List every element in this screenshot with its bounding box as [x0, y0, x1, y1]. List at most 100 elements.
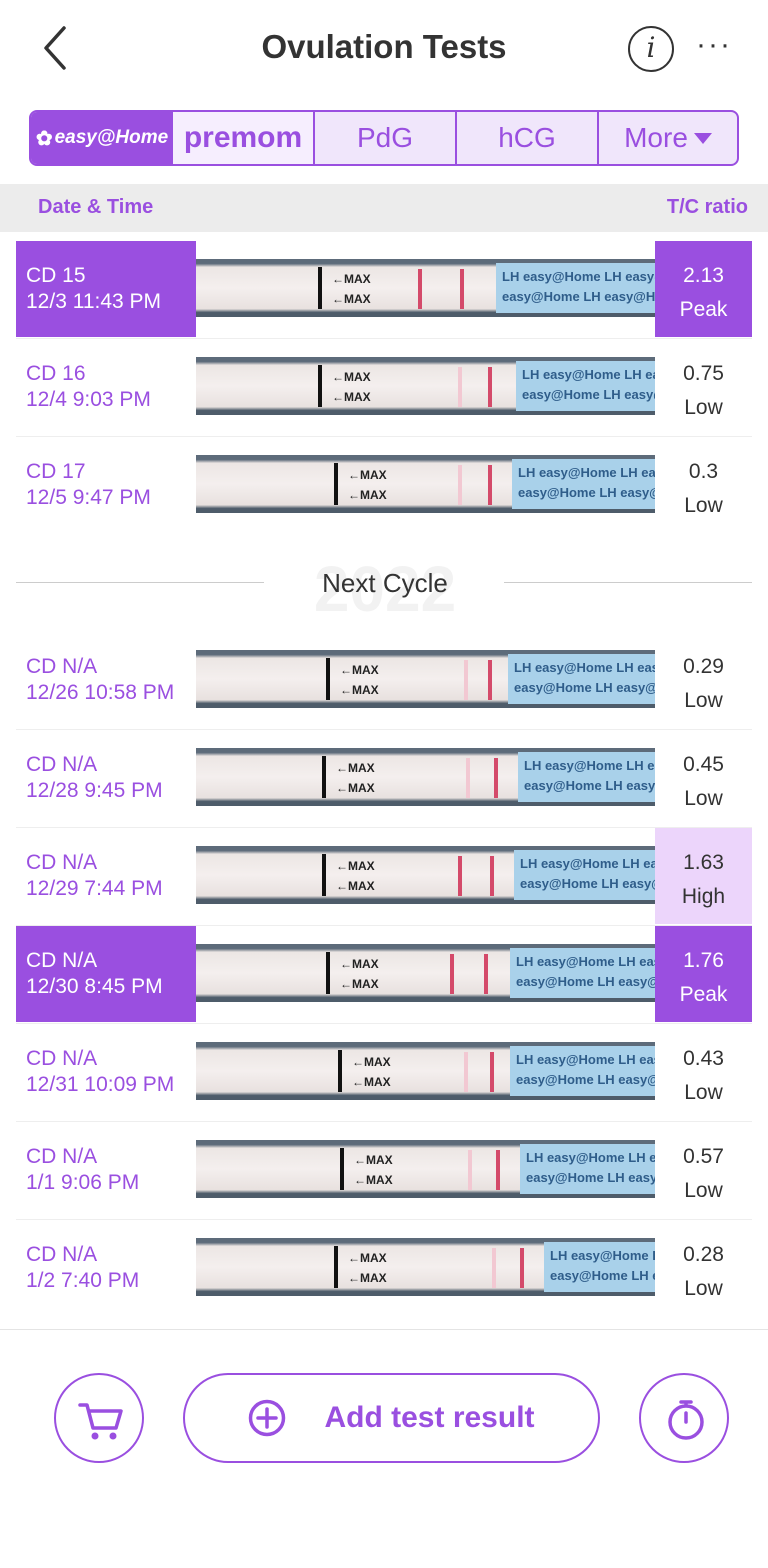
info-button[interactable]: i [628, 26, 674, 72]
add-test-result-button[interactable]: Add test result [183, 1373, 600, 1463]
ratio-cell: 0.29 Low [655, 632, 752, 728]
test-row[interactable]: CD N/A 1/1 9:06 PM ←MAX ←MAX LH easy@Home… [16, 1122, 752, 1220]
date-cell: CD 17 12/5 9:47 PM [16, 437, 196, 533]
timer-button[interactable] [639, 1373, 729, 1463]
test-strip-image: ←MAX←MAX LH easy@Home LH easy@Homeeasy@H… [196, 259, 655, 317]
test-datetime: 12/26 10:58 PM [26, 681, 175, 704]
column-header: Date & Time T/C ratio [0, 184, 768, 232]
strip-max-mark: ←MAX ←MAX [352, 1055, 391, 1089]
test-datetime: 1/2 7:40 PM [26, 1269, 140, 1292]
strip-handle-bar [322, 854, 326, 896]
ratio-cell: 1.76 Peak [655, 926, 752, 1022]
shop-cart-button[interactable] [54, 1373, 144, 1463]
test-row[interactable]: CD N/A 12/28 9:45 PM ←MAX ←MAX LH easy@Ho… [16, 730, 752, 828]
strip-handle-bar [318, 365, 322, 407]
test-row[interactable]: CD 15 12/3 11:43 PM ←MAX ←MAX LH easy@Hom… [16, 241, 752, 339]
add-test-result-label: Add test result [324, 1401, 535, 1434]
tc-ratio-value: 0.43 [683, 1047, 724, 1070]
date-cell: CD N/A 12/26 10:58 PM [16, 632, 196, 728]
strip-max-mark: ←MAX ←MAX [332, 370, 371, 404]
ratio-cell: 0.57 Low [655, 1122, 752, 1218]
test-strip-image: ←MAX←MAX LH easy@Home LH easy@Homeeasy@H… [196, 1042, 655, 1100]
test-strip-image: ←MAX←MAX LH easy@Home LH easy@Homeeasy@H… [196, 357, 655, 415]
tab-hcg[interactable]: hCG [457, 112, 599, 164]
strip-max-mark: ←MAX ←MAX [340, 663, 379, 697]
lh-level: High [681, 885, 726, 908]
strip-max-mark: ←MAX ←MAX [336, 859, 375, 893]
strip-handle-bar [322, 756, 326, 798]
cycle-day: CD N/A [26, 1145, 98, 1168]
back-button[interactable] [36, 24, 76, 72]
lh-level: Low [684, 1081, 723, 1104]
test-datetime: 12/28 9:45 PM [26, 779, 163, 802]
tab-easy-home-label: easy@Home [54, 127, 169, 148]
tab-easy-home[interactable]: ✿ easy@Home [31, 112, 173, 164]
strip-max-mark: ←MAX ←MAX [332, 272, 371, 306]
strip-max-mark: ←MAX ←MAX [348, 1251, 387, 1285]
test-line [468, 1150, 472, 1190]
control-line [490, 856, 494, 896]
page-title: Ovulation Tests [261, 28, 507, 65]
control-line [488, 660, 492, 700]
date-cell: CD 15 12/3 11:43 PM [16, 241, 196, 337]
year-watermark: 2022 [313, 553, 457, 625]
tab-premom[interactable]: premom [173, 112, 315, 164]
app-header: Ovulation Tests i ··· [0, 0, 768, 100]
test-strip-image: ←MAX←MAX LH easy@Home LH easy@Homeeasy@H… [196, 455, 655, 513]
cycle-day: CD N/A [26, 851, 98, 874]
test-line [450, 954, 454, 994]
control-line [490, 1052, 494, 1092]
test-row[interactable]: CD N/A 1/2 7:40 PM ←MAX ←MAX LH easy@Home… [16, 1220, 752, 1318]
tc-ratio-value: 0.57 [683, 1145, 724, 1168]
test-strip-image: ←MAX←MAX LH easy@Home LH easy@Homeeasy@H… [196, 650, 655, 708]
test-strip-image: ←MAX←MAX LH easy@Home LH easy@Homeeasy@H… [196, 1140, 655, 1198]
test-row[interactable]: CD N/A 12/30 8:45 PM ←MAX ←MAX LH easy@Ho… [16, 926, 752, 1024]
tc-ratio-value: 0.45 [683, 753, 724, 776]
strip-handle-bar [340, 1148, 344, 1190]
test-row[interactable]: CD N/A 12/31 10:09 PM ←MAX ←MAX LH easy@H… [16, 1024, 752, 1122]
lh-level: Low [684, 689, 723, 712]
test-strip-image: ←MAX←MAX LH easy@Home LH easy@Homeeasy@H… [196, 846, 655, 904]
control-line [496, 1150, 500, 1190]
more-options-button[interactable]: ··· [692, 30, 736, 70]
test-strip-image: ←MAX←MAX LH easy@Home LH easy@Homeeasy@H… [196, 748, 655, 806]
test-datetime: 12/3 11:43 PM [26, 290, 162, 313]
date-cell: CD N/A 12/31 10:09 PM [16, 1024, 196, 1120]
control-line [484, 954, 488, 994]
strip-max-mark: ←MAX ←MAX [348, 468, 387, 502]
cycle-divider: 2022 Next Cycle [16, 553, 752, 625]
test-line [464, 660, 468, 700]
brand-tab-bar: ✿ easy@Home premom PdG hCG More [29, 110, 739, 166]
test-line [464, 1052, 468, 1092]
test-line [458, 367, 462, 407]
plus-circle-icon [249, 1399, 286, 1437]
test-line [466, 758, 470, 798]
control-line [488, 465, 492, 505]
strip-handle-bar [334, 463, 338, 505]
test-datetime: 1/1 9:06 PM [26, 1171, 140, 1194]
cart-icon [78, 1403, 123, 1440]
control-line [460, 269, 464, 309]
tc-ratio-value: 1.63 [683, 851, 724, 874]
lh-level: Peak [679, 298, 728, 321]
cycle-day: CD N/A [26, 753, 98, 776]
cycle-day: CD 17 [26, 460, 86, 483]
test-datetime: 12/5 9:47 PM [26, 486, 151, 509]
test-row[interactable]: CD N/A 12/29 7:44 PM ←MAX ←MAX LH easy@Ho… [16, 828, 752, 926]
strip-handle-bar [326, 658, 330, 700]
test-row[interactable]: CD N/A 12/26 10:58 PM ←MAX ←MAX LH easy@H… [16, 632, 752, 730]
tab-pdg[interactable]: PdG [315, 112, 457, 164]
tc-ratio-value: 0.28 [683, 1243, 724, 1266]
divider-line [504, 582, 752, 583]
test-row[interactable]: CD 17 12/5 9:47 PM ←MAX ←MAX LH easy@Home… [16, 437, 752, 535]
tc-ratio-value: 1.76 [683, 949, 724, 972]
test-row[interactable]: CD 16 12/4 9:03 PM ←MAX ←MAX LH easy@Home… [16, 339, 752, 437]
column-ratio-label: T/C ratio [666, 196, 748, 218]
tab-more[interactable]: More [599, 112, 737, 164]
strip-handle-bar [338, 1050, 342, 1092]
